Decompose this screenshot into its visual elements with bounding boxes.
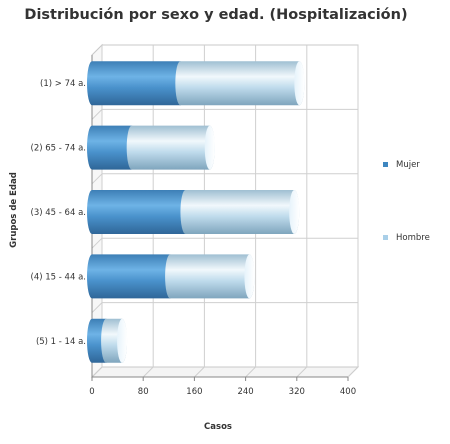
bar-body: [180, 190, 300, 234]
bar-body: [87, 61, 186, 106]
legend-item-hombre: Hombre: [383, 233, 430, 243]
grid-line: [91, 109, 103, 120]
grid-line: [91, 302, 103, 313]
y-tick-label: (4) 15 - 44 a.: [31, 272, 86, 282]
bar-cap: [294, 61, 305, 106]
x-tick-label: 160: [186, 387, 202, 397]
x-axis-title: Casos: [204, 422, 232, 432]
y-tick-label: (3) 45 - 64 a.: [31, 208, 86, 218]
x-tick-label: 240: [237, 387, 253, 397]
legend-item-mujer: Mujer: [383, 160, 420, 170]
bar-body: [175, 61, 305, 106]
floor: [90, 366, 360, 378]
bar-body: [165, 254, 255, 299]
grid-line: [142, 366, 154, 378]
grid-line: [245, 366, 256, 378]
grid-line: [91, 366, 103, 378]
bar-hombre: [165, 254, 255, 299]
grid-line: [296, 366, 308, 378]
bar-mujer: [87, 125, 137, 170]
grid-line: [91, 237, 103, 249]
bar-cap: [244, 254, 255, 299]
bar-hombre: [101, 318, 128, 363]
grid-line: [91, 173, 103, 185]
bar-body: [87, 190, 191, 234]
bar-mujer: [87, 254, 176, 299]
x-tick-label: 400: [340, 387, 356, 397]
bar-hombre: [126, 125, 215, 170]
x-tick-label: 320: [289, 387, 305, 397]
bar-body: [126, 125, 215, 170]
legend-label: Mujer: [396, 160, 420, 170]
bar-body: [87, 125, 137, 170]
grid-line: [347, 366, 359, 378]
bar-mujer: [87, 61, 186, 106]
grid-line: [194, 366, 205, 378]
legend-label: Hombre: [396, 233, 430, 243]
bar-cap: [204, 125, 215, 170]
bar-cap: [289, 190, 300, 234]
y-tick-label: (1) > 74 a.: [40, 79, 86, 89]
x-tick-label: 0: [89, 387, 94, 397]
chart-title: Distribución por sexo y edad. (Hospitali…: [24, 7, 407, 23]
bar-body: [87, 254, 176, 299]
bar-hombre: [180, 190, 300, 234]
y-tick-label: (2) 65 - 74 a.: [31, 144, 86, 154]
y-axis-title: Grupos de Edad: [9, 172, 19, 248]
y-tick-label: (5) 1 - 14 a.: [36, 337, 86, 347]
legend: Mujer Hombre: [383, 160, 430, 243]
plot-area: 0 80 160 240 320 400 (1) > 74 a. (2) 65 - 74 a.…: [31, 43, 360, 397]
bar-mujer: [87, 190, 191, 234]
legend-swatch: [383, 235, 388, 240]
x-tick-label: 80: [138, 387, 149, 397]
bar-cap: [117, 318, 128, 363]
legend-swatch: [383, 162, 388, 167]
bar-hombre: [175, 61, 305, 106]
